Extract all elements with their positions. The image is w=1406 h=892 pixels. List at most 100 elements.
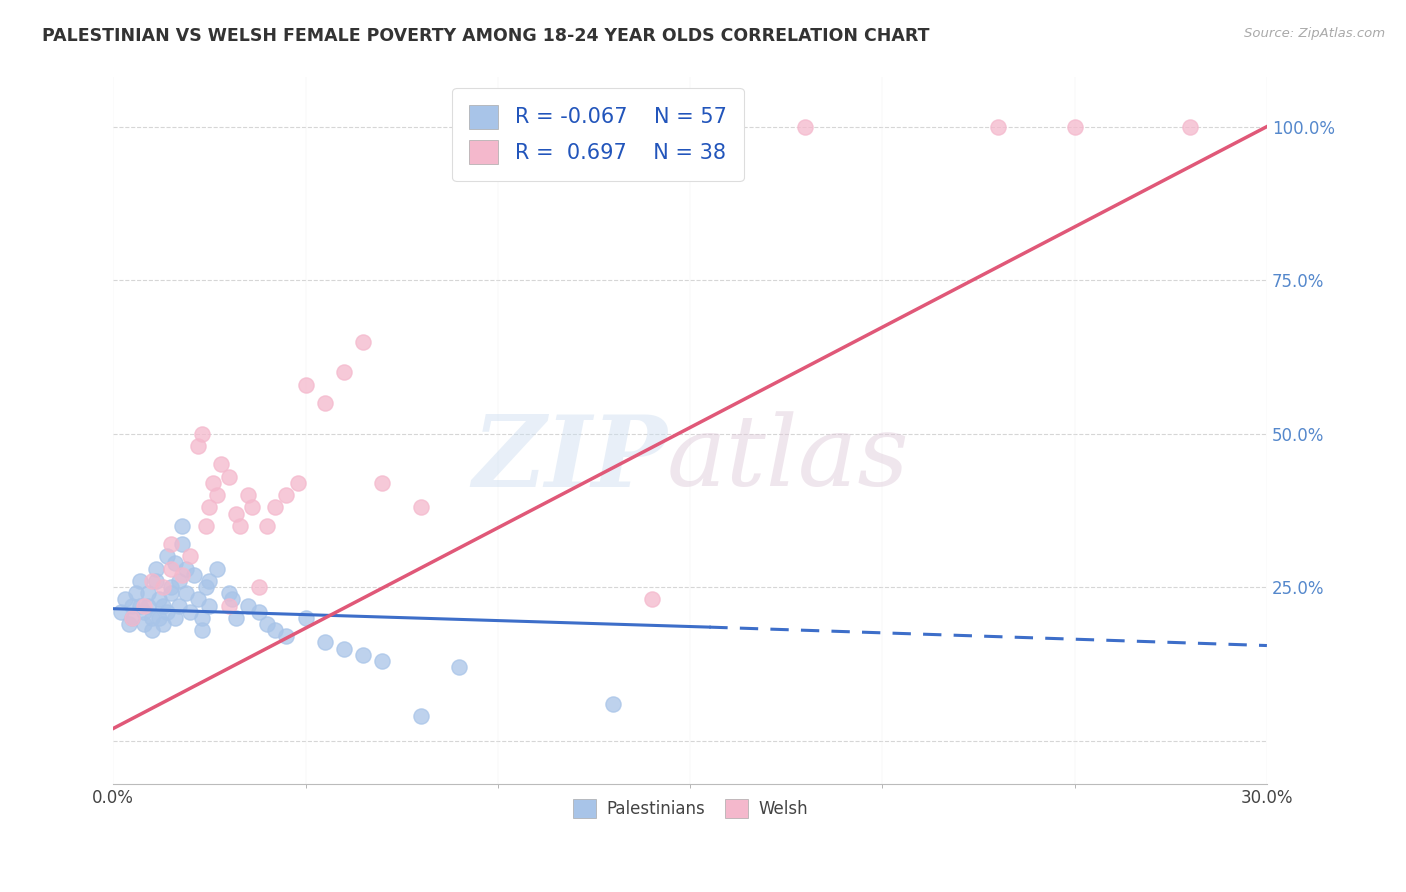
Point xyxy=(172,568,194,582)
Y-axis label: Female Poverty Among 18-24 Year Olds: Female Poverty Among 18-24 Year Olds xyxy=(0,279,7,582)
Point xyxy=(717,120,740,134)
Text: atlas: atlas xyxy=(666,411,910,507)
Point xyxy=(236,599,259,613)
Point xyxy=(225,507,247,521)
Text: PALESTINIAN VS WELSH FEMALE POVERTY AMONG 18-24 YEAR OLDS CORRELATION CHART: PALESTINIAN VS WELSH FEMALE POVERTY AMON… xyxy=(42,27,929,45)
Point xyxy=(333,641,356,656)
Point xyxy=(247,580,270,594)
Point xyxy=(794,120,817,134)
Point xyxy=(156,549,179,564)
Point xyxy=(160,562,183,576)
Point xyxy=(179,549,201,564)
Point xyxy=(160,580,183,594)
Legend: Palestinians, Welsh: Palestinians, Welsh xyxy=(565,792,814,825)
Text: Source: ZipAtlas.com: Source: ZipAtlas.com xyxy=(1244,27,1385,40)
Point xyxy=(352,334,374,349)
Point xyxy=(179,605,201,619)
Point xyxy=(198,599,221,613)
Point xyxy=(276,488,298,502)
Point xyxy=(194,518,217,533)
Point xyxy=(152,599,174,613)
Point xyxy=(240,500,263,515)
Point xyxy=(132,605,155,619)
Point xyxy=(172,537,194,551)
Point xyxy=(121,611,143,625)
Point xyxy=(160,586,183,600)
Point xyxy=(176,586,198,600)
Point xyxy=(163,611,186,625)
Point xyxy=(129,599,152,613)
Point xyxy=(194,580,217,594)
Point xyxy=(136,586,159,600)
Point xyxy=(145,574,167,588)
Point xyxy=(209,458,232,472)
Point xyxy=(172,518,194,533)
Point xyxy=(256,518,278,533)
Point xyxy=(409,709,432,723)
Point xyxy=(190,623,212,637)
Point xyxy=(314,396,336,410)
Point xyxy=(333,365,356,379)
Text: ZIP: ZIP xyxy=(472,410,666,507)
Point xyxy=(987,120,1010,134)
Point xyxy=(167,574,190,588)
Point xyxy=(218,469,240,483)
Point xyxy=(190,611,212,625)
Point xyxy=(221,592,243,607)
Point xyxy=(371,654,394,668)
Point xyxy=(160,537,183,551)
Point xyxy=(276,629,298,643)
Point xyxy=(247,605,270,619)
Point xyxy=(352,648,374,662)
Point xyxy=(205,562,228,576)
Point xyxy=(121,611,143,625)
Point xyxy=(225,611,247,625)
Point xyxy=(125,586,148,600)
Point xyxy=(176,562,198,576)
Point xyxy=(218,586,240,600)
Point xyxy=(256,617,278,632)
Point xyxy=(148,592,170,607)
Point xyxy=(152,580,174,594)
Point xyxy=(263,500,285,515)
Point xyxy=(187,592,209,607)
Point xyxy=(198,500,221,515)
Point xyxy=(118,617,141,632)
Point xyxy=(202,475,225,490)
Point xyxy=(1063,120,1085,134)
Point xyxy=(145,562,167,576)
Point xyxy=(205,488,228,502)
Point xyxy=(152,617,174,632)
Point xyxy=(294,611,316,625)
Point xyxy=(148,611,170,625)
Point xyxy=(640,592,662,607)
Point xyxy=(114,592,136,607)
Point xyxy=(371,475,394,490)
Point xyxy=(136,599,159,613)
Point xyxy=(1178,120,1201,134)
Point xyxy=(190,426,212,441)
Point xyxy=(141,623,163,637)
Point xyxy=(229,518,252,533)
Point xyxy=(236,488,259,502)
Point xyxy=(198,574,221,588)
Point xyxy=(129,574,152,588)
Point xyxy=(167,599,190,613)
Point xyxy=(187,439,209,453)
Point xyxy=(218,599,240,613)
Point xyxy=(141,574,163,588)
Point xyxy=(121,599,143,613)
Point xyxy=(156,605,179,619)
Point xyxy=(163,556,186,570)
Point xyxy=(132,617,155,632)
Point xyxy=(294,377,316,392)
Point xyxy=(287,475,309,490)
Point xyxy=(314,635,336,649)
Point xyxy=(449,660,471,674)
Point xyxy=(141,611,163,625)
Point xyxy=(409,500,432,515)
Point xyxy=(132,599,155,613)
Point xyxy=(110,605,132,619)
Point xyxy=(602,697,624,711)
Point xyxy=(183,568,205,582)
